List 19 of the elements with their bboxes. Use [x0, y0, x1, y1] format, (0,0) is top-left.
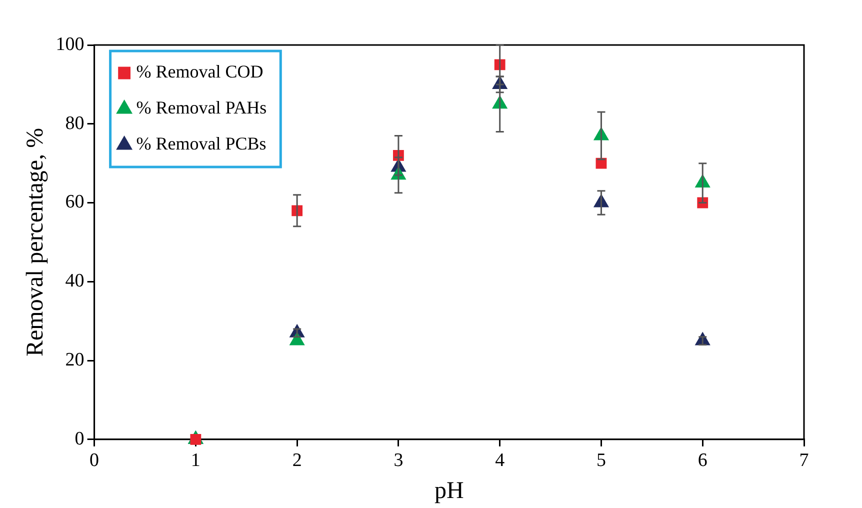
x-tick-label: 1 [190, 450, 200, 471]
x-axis-title: pH [434, 478, 464, 504]
legend-label: % Removal COD [136, 62, 264, 82]
x-tick-label: 5 [596, 450, 606, 471]
x-tick-label: 2 [292, 450, 302, 471]
y-tick-label: 40 [65, 270, 84, 292]
x-tick-label: 6 [698, 450, 708, 471]
x-tick-label: 0 [90, 450, 100, 471]
y-axis-title: Removal percentage, % [22, 128, 49, 356]
x-tick-label: 3 [394, 450, 404, 471]
y-tick-label: 80 [65, 112, 84, 134]
x-tick-label: 7 [799, 450, 809, 471]
y-tick-label: 20 [65, 350, 84, 371]
y-tick-label: 100 [56, 34, 84, 55]
y-tick-label: 60 [65, 192, 84, 213]
y-tick-label: 0 [74, 428, 84, 450]
x-tick-label: 4 [495, 450, 506, 471]
legend-label: % Removal PCBs [136, 134, 266, 154]
legend-label: % Removal PAHs [136, 98, 267, 118]
